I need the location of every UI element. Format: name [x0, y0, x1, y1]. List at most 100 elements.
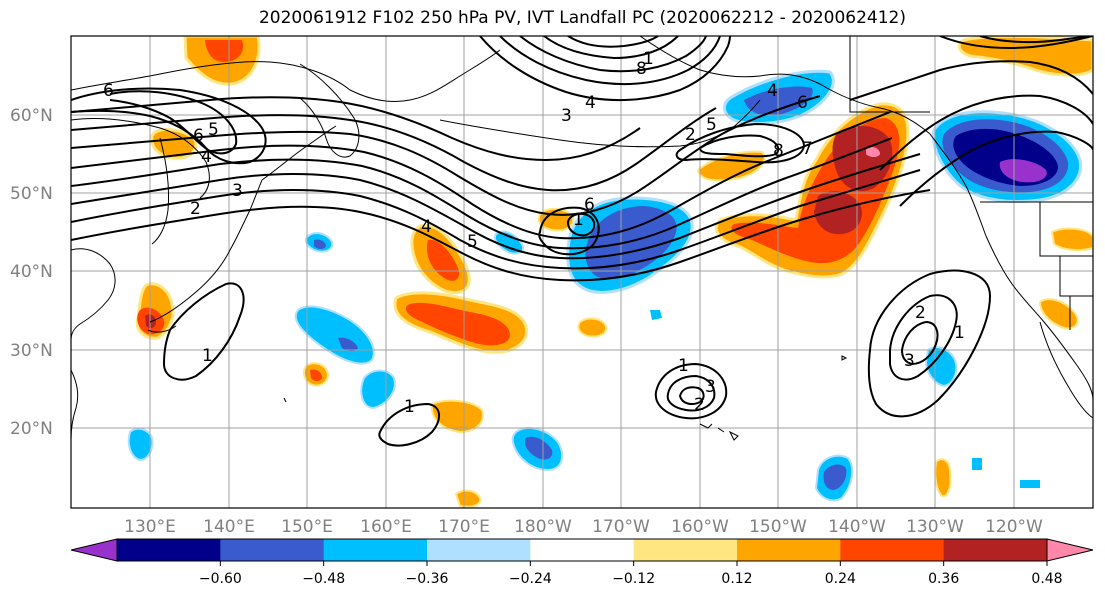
contour-label: 3 — [561, 106, 572, 126]
colorbar-label: 0.12 — [721, 571, 752, 587]
contour-label: 1 — [954, 323, 965, 343]
shade-blue-160w-32n — [650, 310, 662, 320]
colorbar-cell — [220, 539, 325, 561]
latitude-labels: 60°N 50°N 40°N 30°N 20°N — [10, 106, 53, 439]
shade-red-140e — [205, 40, 244, 62]
colorbar-label: −0.12 — [612, 571, 655, 587]
lon-label: 140°E — [203, 517, 255, 537]
lat-label: 40°N — [10, 262, 53, 282]
contour-label: 6 — [103, 81, 114, 101]
colorbar-cell — [633, 539, 738, 561]
shade-orange-168w — [577, 317, 608, 338]
lon-label: 130°E — [124, 517, 176, 537]
shade-blue-125w-15n — [972, 458, 982, 470]
colorbar-cell — [737, 539, 841, 561]
shade-darkred-ne-pacific-south — [814, 191, 862, 235]
lon-label: 130°W — [906, 517, 964, 537]
contour-label: 1 — [573, 210, 584, 230]
colorbar-label: −0.48 — [302, 571, 345, 587]
colorbar-cell — [323, 539, 428, 561]
colorbar-cell — [840, 539, 945, 561]
shade-orange-175e-10n — [454, 489, 482, 508]
contour-label: 8 — [636, 59, 647, 79]
lat-label: 30°N — [10, 341, 53, 361]
shade-orange-130w-15n — [934, 458, 952, 498]
contour-label: 3 — [705, 377, 716, 397]
shade-pink-ne-pacific — [866, 146, 880, 157]
lon-label: 150°E — [281, 517, 333, 537]
lat-label: 60°N — [10, 106, 53, 126]
contour-label: 4 — [767, 81, 778, 101]
contour-label: 1 — [643, 49, 654, 69]
contour-label: 4 — [585, 93, 596, 113]
colorbar-right-extension — [1046, 538, 1094, 562]
shade-red-170e-south — [405, 302, 510, 346]
contour-label-group: 6 6 5 4 3 2 8 3 4 2 5 4 6 8 7 6 1 4 5 1 … — [103, 49, 965, 417]
contour-label: 3 — [904, 351, 915, 371]
colorbar-label: 0.48 — [1031, 571, 1062, 587]
map-frame — [70, 35, 1094, 509]
lon-label: 180°W — [514, 517, 572, 537]
contour-label: 1 — [404, 397, 415, 417]
contour-label: 2 — [694, 395, 705, 415]
contour-label: 1 — [202, 346, 213, 366]
shading-layer — [127, 36, 1093, 508]
lon-label: 160°W — [671, 517, 729, 537]
colorbar-label: −0.60 — [199, 571, 242, 587]
colorbar-label: 0.24 — [825, 571, 856, 587]
contour-label: 4 — [201, 147, 212, 167]
contour-label: 8 — [773, 141, 784, 161]
lat-label: 20°N — [10, 419, 53, 439]
lon-label: 140°W — [828, 517, 886, 537]
shade-medblue-142w-12n — [823, 464, 847, 490]
contour-label: 2 — [685, 125, 696, 145]
contour-label: 2 — [915, 303, 926, 323]
shade-orange-baja — [1038, 298, 1079, 330]
contour-label: 5 — [706, 115, 717, 135]
contour-label: 4 — [421, 217, 432, 237]
lon-label: 120°W — [985, 517, 1043, 537]
shade-blue-130w-30n — [924, 346, 958, 388]
contour-label: 1 — [678, 356, 689, 376]
lon-label: 160°E — [360, 517, 412, 537]
contour-label: 3 — [232, 181, 243, 201]
contour-label: 7 — [802, 139, 813, 159]
colorbar-ticks — [219, 561, 1048, 566]
shade-medblue-180-18n — [524, 436, 553, 460]
lon-label: 170°W — [592, 517, 650, 537]
contour-label: 6 — [584, 195, 595, 215]
contour-label: 2 — [190, 199, 201, 219]
longitude-labels: 130°E 140°E 150°E 160°E 170°E 180°W 170°… — [124, 517, 1043, 537]
shade-purple-gulf-alaska — [999, 159, 1047, 183]
colorbar-label: −0.36 — [406, 571, 449, 587]
shade-medblue-175w — [585, 206, 677, 280]
contour-label: 5 — [208, 120, 219, 140]
colorbar-left-extension — [70, 538, 118, 562]
colorbar-label: 0.36 — [928, 571, 959, 587]
shade-medblue-150e-32n — [338, 337, 358, 351]
colorbar-cell — [117, 539, 221, 561]
colorbar-cell — [530, 539, 635, 561]
lon-label: 170°E — [438, 517, 490, 537]
contour-label: 6 — [193, 126, 204, 146]
shade-blue-135e-20n — [127, 427, 154, 462]
map-plot-area: 6 6 5 4 3 2 8 3 4 2 5 4 6 8 7 6 1 4 5 1 … — [71, 36, 1093, 508]
colorbar: −0.60 −0.48 −0.36 −0.24 −0.12 0.12 0.24 0.36 0.4… — [70, 538, 1094, 587]
shade-orange-170e-20n — [430, 399, 484, 434]
shade-medblue-150e-42n — [314, 239, 326, 249]
pv-contours — [71, 36, 1093, 447]
contour-label: 6 — [797, 93, 808, 113]
colorbar-cell — [427, 539, 531, 561]
shade-orange-west-coast — [1050, 227, 1093, 252]
colorbar-label: −0.24 — [509, 571, 552, 587]
lat-label: 50°N — [10, 184, 53, 204]
shade-redcore-150e-25n — [310, 369, 322, 381]
colorbar-labels: −0.60 −0.48 −0.36 −0.24 −0.12 0.12 0.24 0.36 0.4… — [199, 571, 1063, 587]
colorbar-cell — [943, 539, 1048, 561]
shade-blue-120w-12n — [1020, 480, 1040, 488]
map-title: 2020061912 F102 250 hPa PV, IVT Landfall… — [258, 8, 906, 28]
lon-label: 150°W — [749, 517, 807, 537]
contour-label: 5 — [467, 232, 478, 252]
colorbar-cells — [116, 538, 1048, 562]
